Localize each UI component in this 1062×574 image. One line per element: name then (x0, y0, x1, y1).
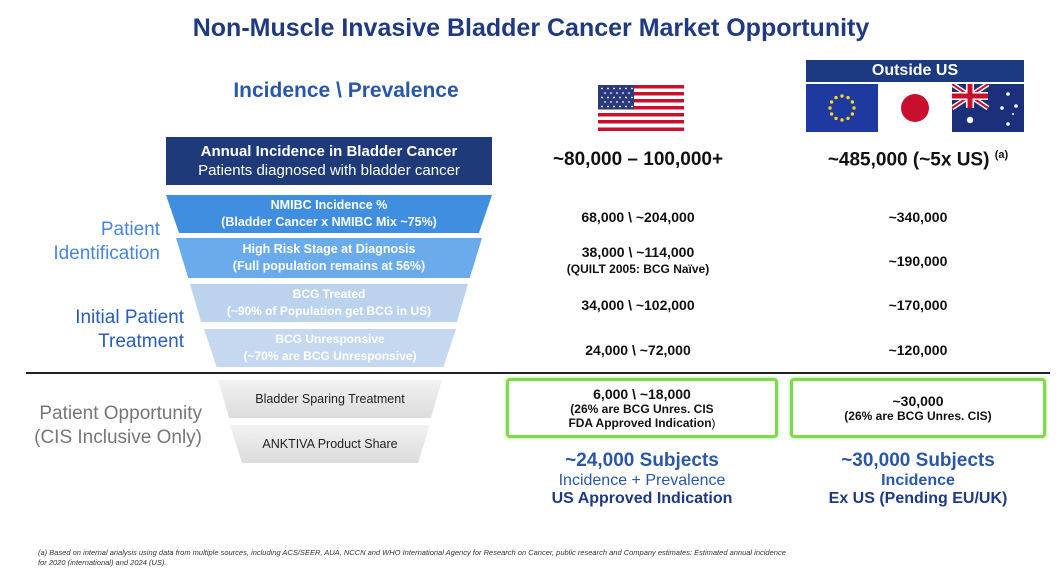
footnote: (a) Based on internal analysis using dat… (38, 548, 858, 568)
funnel-annual-incidence: Annual Incidence in Bladder Cancer Patie… (166, 137, 492, 185)
funnel-line: BCG Unresponsive (275, 332, 385, 346)
footnote-marker: (a) (994, 149, 1009, 161)
us-value-row3: 38,000 \ ~114,000 (581, 244, 695, 260)
page-title: Non-Muscle Invasive Bladder Cancer Marke… (192, 14, 870, 42)
patient-opportunity-label: Patient Opportunity (CIS Inclusive Only) (6, 402, 202, 450)
funnel-bcg-treated: BCG Treated (~90% of Population get BCG … (190, 284, 468, 322)
side-label-line: Treatment (98, 331, 184, 352)
section-divider (26, 372, 1050, 374)
us-value-row4: 34,000 \ ~102,000 (581, 297, 695, 313)
funnel-line: High Risk Stage at Diagnosis (242, 242, 416, 256)
eu-flag-icon (806, 84, 878, 132)
bladder-sparing-bar: Bladder Sparing Treatment (218, 380, 442, 418)
anktiva-share-bar: ANKTIVA Product Share (230, 425, 430, 463)
box-line-paren: ) (711, 416, 716, 430)
box-line: FDA Approved Indication) (568, 416, 715, 430)
initial-treatment-label: Initial Patient Treatment (20, 306, 184, 354)
funnel-line: (Bladder Cancer x NMIBC Mix ~75%) (221, 215, 437, 229)
funnel-line: BCG Treated (292, 287, 366, 301)
funnel-line: (Full population remains at 56%) (232, 259, 426, 273)
patient-identification-label: Patient Identification (20, 218, 160, 266)
funnel-nmibc-incidence: NMIBC Incidence % (Bladder Cancer x NMIB… (166, 195, 492, 233)
us-value-row5: 24,000 \ ~72,000 (585, 342, 691, 358)
box-line-text: FDA Approved Indication (568, 416, 712, 430)
side-label-line: Identification (53, 243, 160, 264)
summary-line: Incidence + Prevalence (558, 472, 726, 489)
summary-bold: Ex US (Pending EU/UK) (828, 490, 1008, 507)
footnote-line: (a) Based on internal analysis using dat… (38, 548, 786, 557)
us-summary: ~24,000 Subjects Incidence + Prevalence … (498, 450, 786, 508)
us-value-row2: 68,000 \ ~204,000 (581, 209, 695, 225)
summary-head: ~30,000 Subjects (841, 450, 995, 471)
side-label-line: Initial Patient (75, 307, 184, 328)
side-label-line: (CIS Inclusive Only) (34, 427, 202, 448)
us-value-row1: ~80,000 – 100,000+ (552, 149, 724, 170)
ex-value-row1: ~485,000 (~5x US) (a) (790, 149, 1046, 171)
japan-flag-icon (880, 84, 950, 132)
us-value-row3-note: (QUILT 2005: BCG Naïve) (566, 262, 710, 276)
ex-summary: ~30,000 Subjects Incidence Ex US (Pendin… (790, 450, 1046, 508)
funnel-bcg-unresponsive: BCG Unresponsive (~70% are BCG Unrespons… (204, 329, 456, 367)
ex-value-row3: ~190,000 (888, 253, 948, 269)
funnel-line: NMIBC Incidence % (270, 198, 388, 212)
box-line: 6,000 \ ~18,000 (593, 386, 691, 402)
ex-value-row5: ~120,000 (888, 342, 948, 358)
ex-value-row1-text: ~485,000 (~5x US) (827, 149, 990, 171)
box-line: (26% are BCG Unres. CIS (570, 402, 714, 416)
ex-value-row2: ~340,000 (888, 209, 948, 225)
us-opportunity-box: 6,000 \ ~18,000 (26% are BCG Unres. CIS … (506, 378, 778, 438)
side-label-line: Patient Opportunity (39, 403, 202, 424)
summary-line: Incidence (881, 472, 955, 489)
ex-opportunity-box: ~30,000 (26% are BCG Unres. CIS) (790, 378, 1046, 438)
footnote-line: for 2020 (international) and 2024 (US). (38, 558, 167, 567)
ex-value-row4: ~170,000 (888, 297, 948, 313)
funnel-line: Annual Incidence in Bladder Cancer (200, 143, 458, 160)
funnel-line: (~70% are BCG Unresponsive) (243, 349, 417, 363)
australia-flag-icon (952, 84, 1024, 132)
outside-us-header: Outside US (806, 60, 1024, 82)
us-flag-icon (598, 85, 684, 131)
incidence-heading: Incidence \ Prevalence (233, 79, 459, 102)
box-line: ~30,000 (892, 393, 944, 409)
funnel-high-risk: High Risk Stage at Diagnosis (Full popul… (176, 238, 482, 278)
box-line: (26% are BCG Unres. CIS) (844, 409, 992, 423)
summary-bold: US Approved Indication (551, 490, 733, 507)
summary-head: ~24,000 Subjects (565, 450, 719, 471)
side-label-line: Patient (100, 219, 160, 240)
funnel-line: Patients diagnosed with bladder cancer (198, 162, 460, 179)
funnel-line: (~90% of Population get BCG in US) (226, 304, 432, 318)
